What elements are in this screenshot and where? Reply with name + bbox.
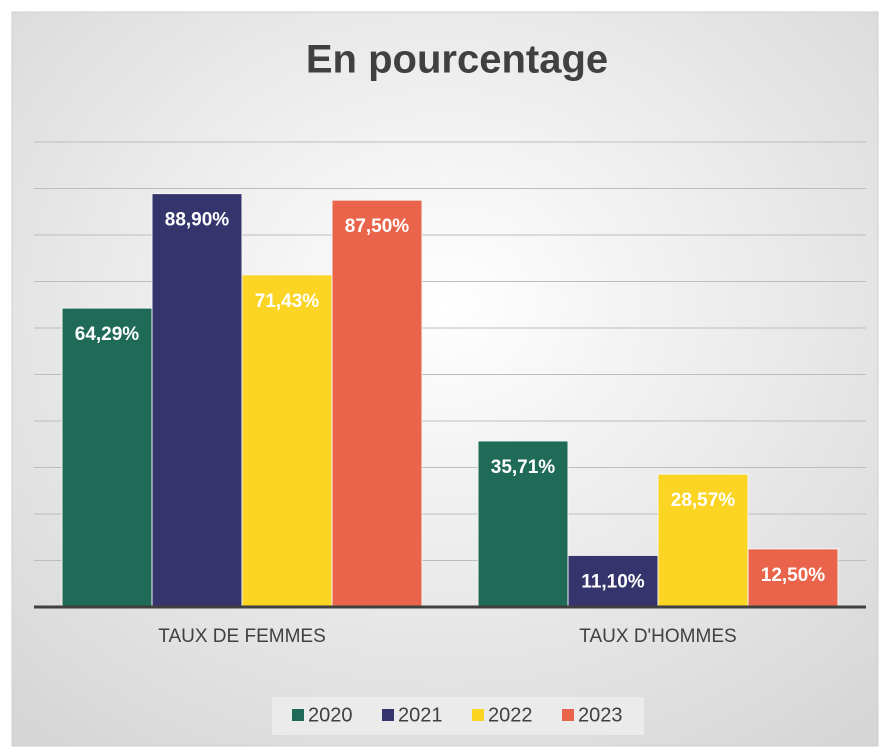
bar	[151, 193, 243, 608]
value-label: 71,43%	[255, 291, 320, 312]
legend-swatch	[472, 709, 484, 721]
legend-swatch	[382, 709, 394, 721]
value-label: 35,71%	[491, 457, 556, 478]
legend-label: 2022	[488, 704, 533, 726]
x-tick-label: TAUX D'HOMMES	[579, 626, 736, 647]
x-tick-label: TAUX DE FEMMES	[158, 626, 326, 647]
bar	[241, 274, 333, 608]
bar	[331, 199, 423, 608]
bar	[61, 307, 153, 608]
bar	[747, 548, 839, 608]
value-label: 28,57%	[671, 490, 736, 511]
bar	[567, 554, 659, 608]
value-label: 87,50%	[345, 216, 410, 237]
legend-label: 2020	[308, 704, 353, 726]
bar	[657, 473, 749, 608]
legend-label: 2023	[578, 704, 623, 726]
value-label: 64,29%	[75, 324, 140, 345]
value-label: 88,90%	[165, 210, 230, 231]
legend-box	[272, 697, 644, 735]
legend-label: 2021	[398, 704, 443, 726]
bar	[477, 440, 569, 608]
legend-swatch	[562, 709, 574, 721]
legend-swatch	[292, 709, 304, 721]
chart-title: En pourcentage	[306, 38, 608, 82]
value-label: 12,50%	[761, 565, 826, 586]
value-label: 11,10%	[581, 571, 644, 592]
